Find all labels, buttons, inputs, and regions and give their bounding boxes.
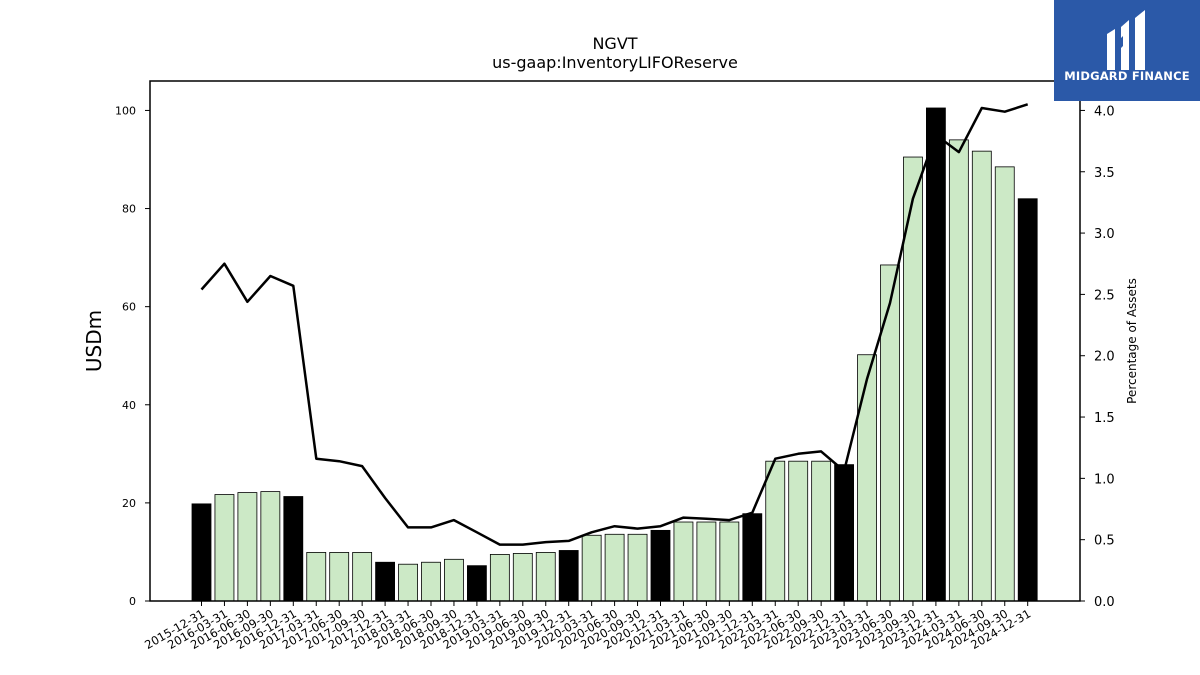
bar-2023-03-31: [857, 354, 877, 602]
bar-2022-09-30: [811, 460, 832, 602]
y2-tick-label: 2.0: [1094, 350, 1115, 365]
logo-text: MIDGARD FINANCE: [1064, 69, 1190, 83]
y2-tick-label: 3.5: [1094, 166, 1115, 181]
bar-2017-06-30: [329, 552, 350, 602]
bar-2020-09-30: [627, 533, 648, 602]
y-axis-label: USDm: [82, 310, 106, 372]
bar-2017-12-31: [375, 561, 396, 602]
bar-2024-03-31: [948, 139, 969, 602]
bar-2018-03-31: [398, 563, 418, 602]
y-tick-label: 100: [115, 104, 136, 117]
bar-2023-12-31: [926, 107, 946, 602]
bar-2023-06-30: [880, 264, 900, 602]
bar-2021-12-31: [742, 513, 763, 602]
y-tick-label: 40: [122, 399, 136, 412]
bar-2021-03-31: [673, 521, 694, 602]
bar-2022-12-31: [834, 464, 854, 602]
bar-2019-06-30: [512, 553, 533, 602]
bar-2024-09-30: [994, 166, 1015, 602]
y2-tick-label: 3.0: [1094, 227, 1115, 242]
bar-2017-09-30: [352, 552, 373, 602]
bar-2016-06-30: [237, 492, 258, 602]
y-tick-label: 80: [122, 203, 136, 216]
y2-tick-label: 0.5: [1094, 534, 1115, 549]
bar-2016-12-31: [283, 496, 304, 602]
bar-2019-03-31: [489, 553, 510, 602]
left-axis: 0 20 40 60 80 100: [115, 104, 150, 608]
y2-tick-label: 1.5: [1094, 411, 1115, 426]
midgard-finance-logo: MIDGARD FINANCE: [1054, 0, 1200, 101]
bar-2021-06-30: [696, 521, 717, 602]
y2-axis-label: Percentage of Assets: [1125, 278, 1139, 404]
bar-2017-03-31: [306, 552, 327, 602]
bar-2020-06-30: [604, 533, 625, 602]
bar-2022-06-30: [788, 460, 809, 602]
percentage-line: [200, 103, 1029, 546]
bar-2015-12-31: [191, 503, 212, 602]
y-tick-label: 20: [122, 497, 136, 510]
bar-2018-12-31: [466, 565, 487, 602]
bar-2016-09-30: [260, 491, 281, 602]
chart-subtitle: us-gaap:InventoryLIFOReserve: [492, 53, 738, 72]
bar-2016-03-31: [214, 494, 235, 602]
y-tick-label: 0: [129, 595, 136, 608]
right-axis: 0.0 0.5 1.0 1.5 2.0 2.5 3.0 3.5 4.0: [1080, 104, 1115, 610]
bar-2021-09-30: [719, 521, 740, 602]
midgard-logo-icon: [1107, 10, 1145, 70]
chart-title: NGVT: [592, 34, 637, 53]
y2-tick-label: 1.0: [1094, 472, 1115, 487]
bar-2024-12-31: [1017, 198, 1038, 602]
bar-2020-03-31: [581, 534, 602, 602]
y-tick-label: 60: [122, 301, 136, 314]
y2-tick-label: 0.0: [1094, 595, 1115, 610]
bar-2024-06-30: [971, 150, 992, 602]
bar-2022-03-31: [765, 460, 786, 602]
bar-series: [191, 107, 1038, 602]
bar-2018-09-30: [444, 558, 464, 602]
bar-2019-12-31: [558, 550, 579, 602]
bar-2018-06-30: [421, 561, 441, 602]
y2-tick-label: 2.5: [1094, 288, 1115, 303]
x-axis: 2015-12-312016-03-312016-06-302016-09-30…: [142, 601, 1033, 652]
bar-2019-09-30: [535, 552, 556, 602]
bar-2020-12-31: [650, 529, 671, 602]
y2-tick-label: 4.0: [1094, 104, 1115, 119]
